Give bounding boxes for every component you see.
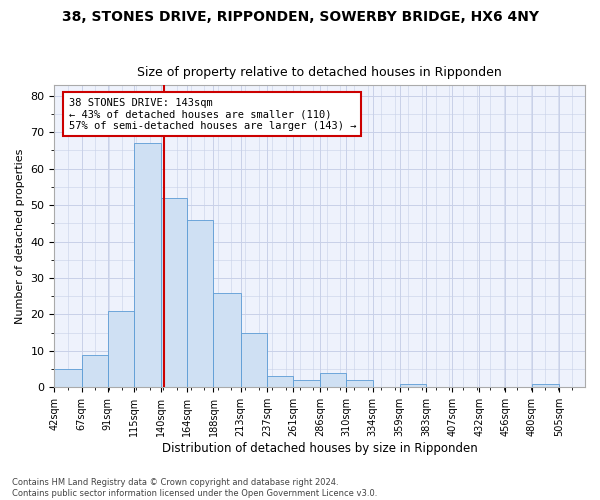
Bar <box>346 380 373 388</box>
Bar <box>187 220 214 388</box>
Bar <box>214 292 241 388</box>
Bar <box>55 369 82 388</box>
Bar <box>241 332 267 388</box>
Bar <box>108 311 134 388</box>
Text: 38, STONES DRIVE, RIPPONDEN, SOWERBY BRIDGE, HX6 4NY: 38, STONES DRIVE, RIPPONDEN, SOWERBY BRI… <box>62 10 539 24</box>
X-axis label: Distribution of detached houses by size in Ripponden: Distribution of detached houses by size … <box>162 442 478 455</box>
Y-axis label: Number of detached properties: Number of detached properties <box>15 148 25 324</box>
Bar <box>400 384 426 388</box>
Bar <box>320 373 346 388</box>
Title: Size of property relative to detached houses in Ripponden: Size of property relative to detached ho… <box>137 66 502 80</box>
Bar <box>267 376 293 388</box>
Bar <box>134 143 161 388</box>
Bar <box>82 354 108 388</box>
Text: Contains HM Land Registry data © Crown copyright and database right 2024.
Contai: Contains HM Land Registry data © Crown c… <box>12 478 377 498</box>
Text: 38 STONES DRIVE: 143sqm
← 43% of detached houses are smaller (110)
57% of semi-d: 38 STONES DRIVE: 143sqm ← 43% of detache… <box>68 98 356 131</box>
Bar <box>532 384 559 388</box>
Bar <box>161 198 187 388</box>
Bar <box>293 380 320 388</box>
